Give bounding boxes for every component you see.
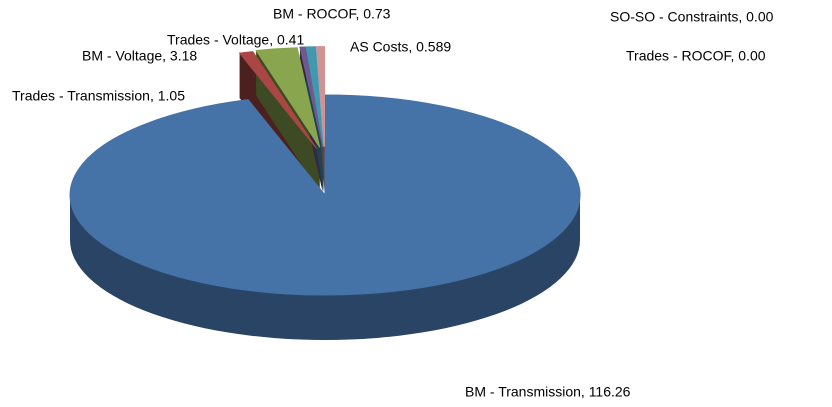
data-label: SO-SO - Constraints, 0.00 [610, 9, 774, 25]
slice-side [70, 195, 580, 340]
data-label: BM - Transmission, 116.26 [465, 384, 631, 400]
data-label: BM - Voltage, 3.18 [82, 48, 197, 64]
data-label: Trades - ROCOF, 0.00 [626, 48, 766, 64]
slice [316, 46, 326, 147]
slice [305, 46, 324, 147]
data-label: Trades - Transmission, 1.05 [12, 88, 185, 104]
data-label: BM - ROCOF, 0.73 [273, 6, 391, 22]
data-label: Trades - Voltage, 0.41 [167, 32, 304, 48]
slice [299, 46, 324, 147]
slice [255, 47, 321, 148]
slice [238, 51, 317, 149]
slice [69, 94, 581, 296]
data-label: AS Costs, 0.589 [350, 39, 451, 55]
